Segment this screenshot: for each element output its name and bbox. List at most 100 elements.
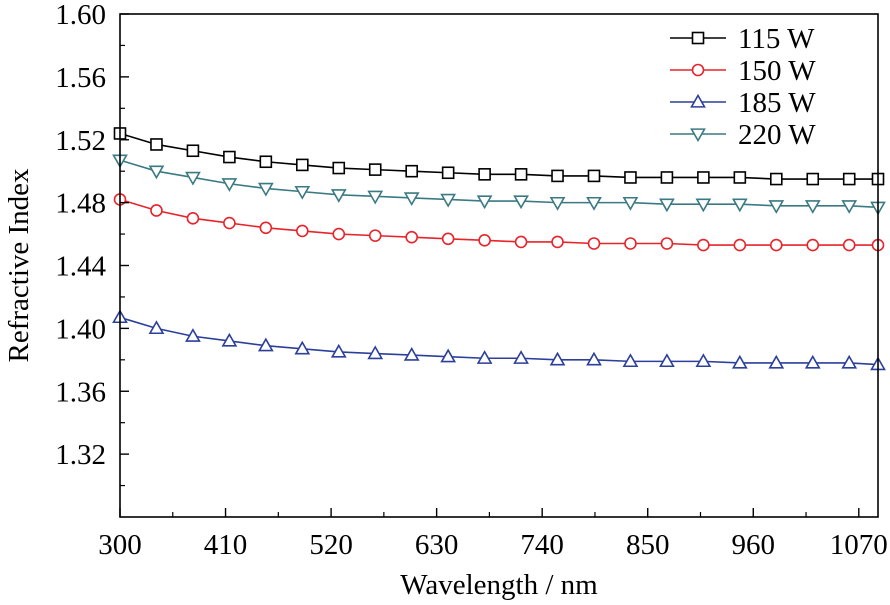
data-point-220w [841,200,858,214]
data-point-150w [478,234,491,247]
x-tick-label: 630 [415,529,459,561]
data-point-185w [768,354,785,369]
y-tick-label: 1.48 [55,188,106,220]
data-point-220w [221,178,238,192]
data-point-150w [733,238,747,252]
data-point-220w [513,195,529,210]
data-point-185w [731,354,748,369]
data-point-220w [768,200,785,214]
data-point-115w [806,172,820,186]
series-line-150w [119,198,878,246]
x-tick-label: 850 [626,529,670,561]
x-tick-label: 960 [732,529,776,561]
legend-marker-150w [691,63,705,77]
data-point-185w [804,354,821,369]
y-tick-label: 1.52 [55,125,106,157]
data-point-115w [259,155,273,169]
data-point-150w [223,216,236,230]
legend-marker-185w [690,93,706,108]
data-point-150w [806,238,820,252]
data-point-115w [660,171,674,184]
data-point-115w [441,166,455,180]
data-point-115w [514,168,528,181]
data-point-220w [185,171,201,186]
data-point-185w [695,353,712,368]
data-point-150w [697,238,710,252]
data-point-115w [186,144,200,158]
data-point-185w [148,320,165,335]
data-point-115w [624,171,637,184]
y-tick-label: 1.40 [55,313,106,345]
data-point-150w [332,227,346,241]
data-point-115w [551,169,564,183]
data-point-150w [842,238,856,252]
y-tick-label: 1.32 [55,439,106,471]
data-point-220w [549,196,566,211]
data-point-115w [223,150,236,164]
data-point-150w [259,221,273,235]
data-point-115w [150,138,163,151]
x-tick-label: 300 [98,529,142,561]
legend-label-115w: 115 W [738,23,815,55]
y-axis-title: Refractive Index [3,168,35,363]
data-point-115w [733,171,747,184]
data-point-150w [441,232,455,246]
legend-marker-115w [691,31,705,45]
data-point-185w [549,351,566,366]
data-point-185w [476,350,493,364]
data-point-115w [697,171,710,184]
data-point-150w [514,235,528,249]
data-point-220w [476,195,493,210]
data-point-185w [257,337,274,352]
data-point-185w [622,353,639,368]
legend-marker-220w [690,128,706,143]
y-tick-label: 1.56 [55,62,106,94]
data-point-150w [624,237,637,250]
data-point-185w [841,354,858,369]
data-point-185w [659,353,675,368]
data-point-185w [586,351,602,366]
data-point-115w [368,163,382,176]
data-point-115w [296,158,309,172]
data-point-185w [330,343,347,358]
data-point-115w [587,169,601,183]
data-point-220w [804,200,821,214]
data-point-115w [332,161,346,175]
data-point-150w [587,237,601,250]
data-point-220w [440,193,457,208]
axes-layer: 300 410 520 630 740 850 960 1070 1.32 1.36 1.40 1.4… [55,0,888,561]
data-point-115w [405,164,418,178]
data-point-150w [660,237,674,250]
data-point-185w [440,348,457,363]
legend-label-220w: 220 W [738,119,816,151]
data-point-220w [257,182,274,197]
series-line-115w [119,132,878,180]
data-point-220w [403,192,420,207]
data-point-185w [294,340,311,355]
data-point-220w [148,165,165,180]
data-point-150w [368,229,382,242]
data-point-220w [695,198,712,213]
data-point-115w [769,172,783,186]
data-point-150w [150,204,163,217]
legend-label-185w: 185 W [738,87,816,119]
data-point-220w [622,196,639,211]
data-point-185w [513,350,529,364]
data-point-220w [330,189,347,203]
y-tick-label: 1.36 [55,376,106,408]
x-tick-label: 520 [309,529,353,561]
y-tick-label: 1.60 [55,0,106,31]
data-point-115w [478,168,491,181]
data-point-220w [294,185,311,200]
data-point-185w [403,346,420,361]
plot-layer [112,127,886,371]
data-point-185w [185,328,201,342]
series-line-220w [119,159,879,209]
data-point-150w [551,235,564,249]
x-tick-label: 410 [204,529,248,561]
x-axis-title: Wavelength / nm [400,569,598,601]
data-point-220w [367,190,384,205]
data-point-150w [405,230,418,244]
